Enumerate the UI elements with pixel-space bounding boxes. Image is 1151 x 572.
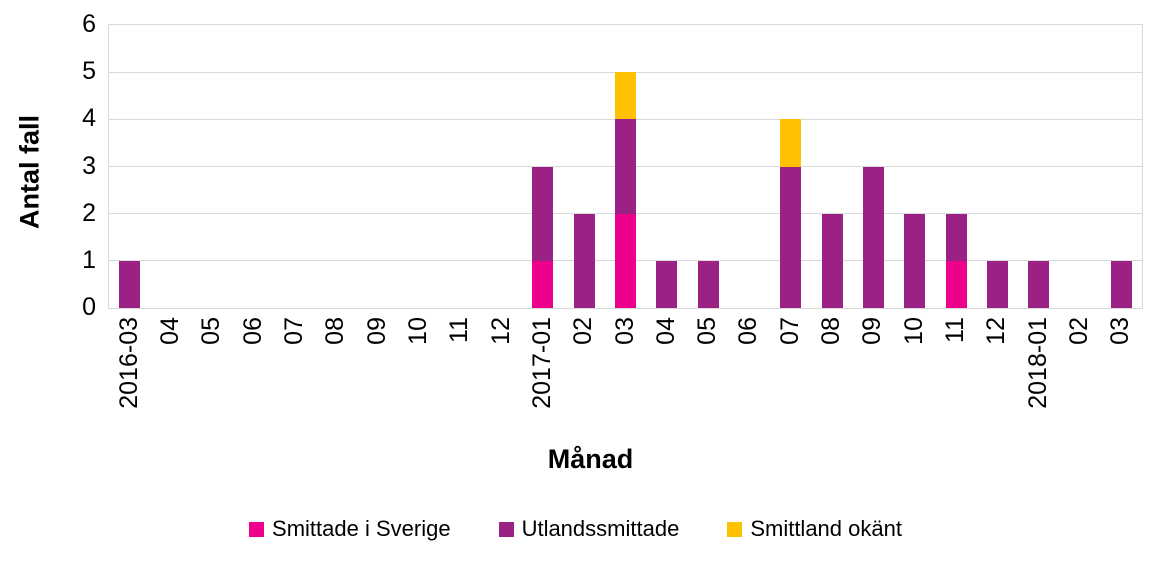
x-tick-label: 07 (775, 317, 804, 345)
x-tick-label: 08 (321, 317, 350, 345)
x-tick-label: 05 (693, 317, 722, 345)
x-tick-label: 10 (403, 317, 432, 345)
bar-segment (573, 213, 595, 308)
bar-segment (780, 166, 802, 308)
x-tick-label: 04 (155, 317, 184, 345)
bar-segment (615, 72, 636, 120)
x-tick-label: 05 (197, 317, 226, 345)
x-tick-label: 2016-03 (114, 317, 143, 409)
x-tick-label: 11 (941, 317, 970, 343)
x-tick-label: 09 (362, 317, 391, 345)
y-tick-label: 4 (82, 104, 96, 133)
bar-segment (697, 260, 719, 308)
bar-segment (119, 260, 141, 308)
bar-segment (780, 119, 802, 167)
y-tick-label: 0 (82, 293, 96, 321)
legend-item: Smittade i Sverige (249, 516, 451, 542)
x-tick-label: 02 (1065, 317, 1094, 345)
legend-item: Smittland okänt (727, 516, 902, 542)
bar-segment (615, 119, 636, 214)
gridline (109, 71, 1142, 73)
bar-segment (945, 260, 967, 308)
legend-item: Utlandssmittade (498, 516, 680, 542)
bar-segment (821, 213, 843, 308)
y-tick-label: 2 (82, 198, 96, 227)
plot-area (108, 24, 1143, 309)
x-tick-label: 11 (445, 317, 474, 343)
x-tick-label: 09 (858, 317, 887, 345)
x-tick-label: 08 (817, 317, 846, 345)
y-tick-label: 5 (82, 57, 96, 86)
y-tick-label: 6 (82, 10, 96, 38)
x-axis-title: Månad (547, 444, 634, 474)
x-tick-label: 2018-01 (1023, 317, 1052, 409)
bar-segment (532, 260, 554, 308)
bar-segment (615, 213, 636, 308)
x-tick-label: 03 (610, 317, 639, 345)
x-tick-label: 06 (238, 317, 267, 345)
x-tick-label: 03 (1106, 317, 1135, 345)
legend-item-label: Utlandssmittade (521, 516, 680, 541)
bar-segment (656, 260, 678, 308)
bar-segment (986, 260, 1008, 308)
bar-segment (1028, 260, 1050, 308)
y-tick-label: 1 (82, 245, 96, 274)
legend-swatch (727, 521, 743, 537)
x-tick-label: 12 (486, 317, 515, 345)
bar-segment (532, 166, 554, 261)
bar-segment (945, 213, 967, 261)
legend-item-label: Smittland okänt (750, 516, 902, 541)
legend-item-label: Smittade i Sverige (272, 516, 451, 541)
x-tick-label: 02 (569, 317, 598, 345)
legend: Smittade i Sverige Utlandssmittade Smittla… (0, 516, 1151, 542)
y-tick-label: 3 (82, 151, 96, 180)
x-tick-label: 06 (734, 317, 763, 345)
x-tick-label: 2017-01 (527, 317, 556, 409)
bar-segment (1110, 260, 1132, 308)
legend-swatch (498, 521, 514, 537)
x-tick-label: 07 (279, 317, 308, 345)
legend-swatch (249, 521, 265, 537)
bar-segment (862, 166, 884, 308)
bar-segment (904, 213, 926, 308)
x-tick-label: 04 (651, 317, 680, 345)
x-tick-label: 10 (899, 317, 928, 345)
x-tick-label: 12 (982, 317, 1011, 345)
